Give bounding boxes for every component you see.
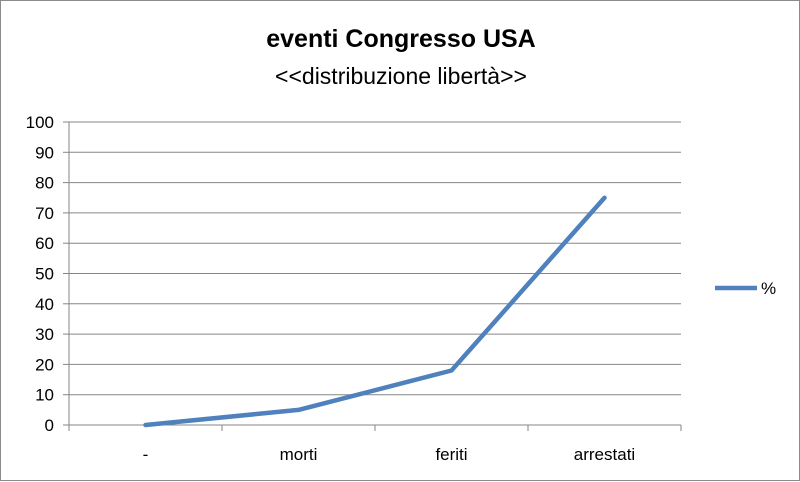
y-tick-label: 60 xyxy=(35,234,54,253)
gridlines xyxy=(69,121,681,396)
y-tick-label: 0 xyxy=(45,416,54,435)
x-tick-label: - xyxy=(143,445,149,464)
chart-title: eventi Congresso USA xyxy=(266,25,536,53)
y-axis-ticks: 0 10 20 30 40 50 60 70 80 90 100 xyxy=(26,113,54,435)
x-tick-label: morti xyxy=(280,445,318,464)
y-tick-label: 80 xyxy=(35,174,54,193)
legend: % xyxy=(715,279,776,298)
y-tick-label: 20 xyxy=(35,355,54,374)
y-tick-label: 70 xyxy=(35,204,54,223)
x-tick-label: feriti xyxy=(435,445,467,464)
y-tick-label: 40 xyxy=(35,295,54,314)
y-tick-label: 90 xyxy=(35,143,54,162)
y-tick-label: 100 xyxy=(26,113,54,132)
y-tick-label: 50 xyxy=(35,265,54,284)
y-tick-label: 10 xyxy=(35,386,54,405)
x-tick-label: arrestati xyxy=(574,445,635,464)
x-axis-ticks: - morti feriti arrestati xyxy=(143,445,636,464)
series-lines xyxy=(143,195,607,428)
legend-label: % xyxy=(761,279,776,298)
chart-subtitle: <<distribuzione libertà>> xyxy=(275,63,527,89)
y-tick-label: 30 xyxy=(35,325,54,344)
axes xyxy=(63,121,682,431)
series-line xyxy=(143,195,607,428)
